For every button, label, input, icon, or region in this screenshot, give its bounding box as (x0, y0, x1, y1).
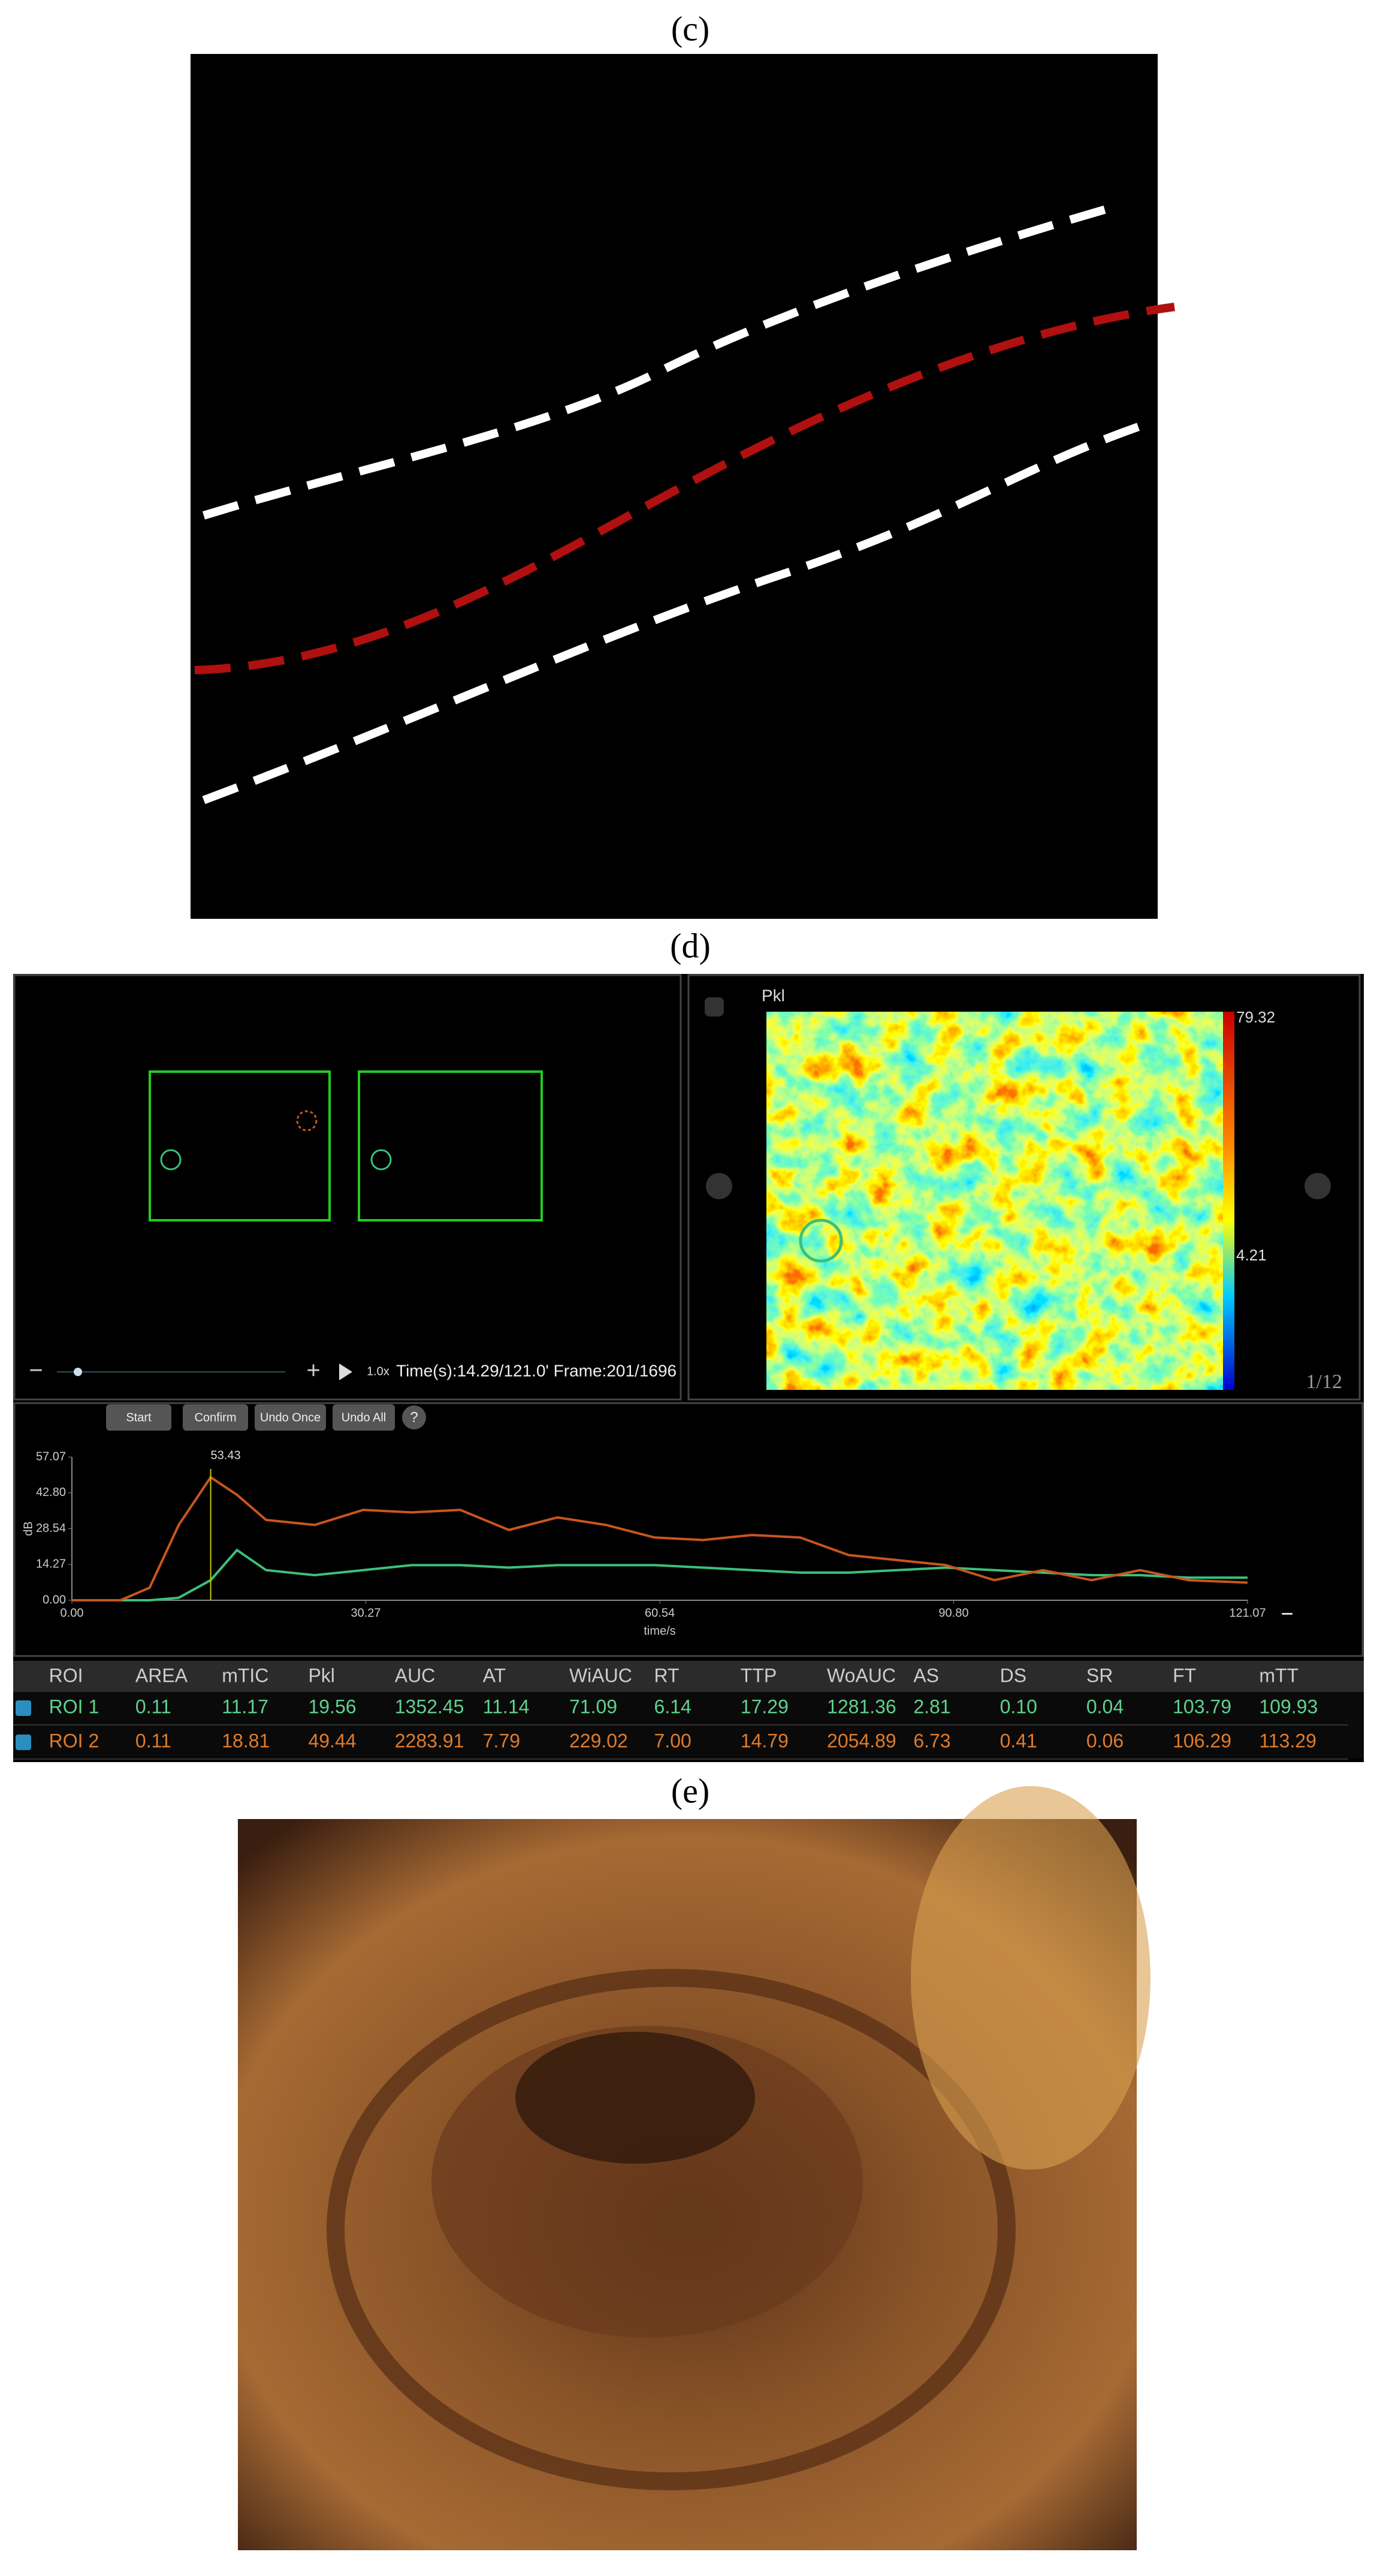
speed: 1.0x (367, 1365, 389, 1378)
playback-status: Time(s):14.29/121.0' Frame:201/1696 (396, 1361, 677, 1380)
table-cell: 71.09 (569, 1696, 617, 1717)
peak-label: 53.43 (211, 1449, 241, 1462)
y-tick-label: 57.07 (36, 1450, 66, 1463)
column-header: FT (1173, 1664, 1196, 1686)
table-cell: 1281.36 (827, 1696, 896, 1717)
table-cell: 0.11 (135, 1730, 171, 1751)
y-axis-label: dB (22, 1521, 35, 1536)
table-cell: 6.14 (654, 1696, 691, 1717)
table-cell: 0.41 (1000, 1730, 1037, 1751)
x-tick-label: 60.54 (645, 1606, 675, 1619)
table-cell: 14.79 (741, 1730, 789, 1751)
button-label[interactable]: Confirm (194, 1411, 236, 1424)
x-axis-label: time/s (644, 1624, 675, 1637)
tic-curve (72, 1476, 1248, 1601)
panel-label: (e) (671, 1771, 709, 1810)
table-cell: 19.56 (308, 1696, 356, 1717)
table-cell: 0.11 (135, 1696, 171, 1717)
next-button[interactable] (1304, 1173, 1331, 1199)
column-header: ROI (49, 1664, 83, 1686)
x-tick-label: 90.80 (938, 1606, 968, 1619)
map-title: Pkl (762, 986, 785, 1005)
header-bg (13, 1661, 1364, 1692)
colorbar-max: 79.32 (1236, 1008, 1275, 1026)
help-button[interactable] (402, 1405, 426, 1429)
page-indicator: 1/12 (1306, 1371, 1342, 1393)
zoom-in[interactable]: + (306, 1358, 320, 1384)
zoom-out[interactable]: − (29, 1358, 43, 1384)
software-window: − + 1.0x Time(s):14.29/121.0' Frame:201/… (13, 974, 1364, 1762)
table-cell: ROI 1 (49, 1696, 99, 1717)
column-header: DS (1000, 1664, 1026, 1686)
button-label[interactable]: Start (126, 1411, 152, 1424)
x-tick-label: 30.27 (351, 1606, 381, 1619)
panel-label: (d) (670, 926, 711, 965)
table-cell: 106.29 (1173, 1730, 1231, 1751)
table-cell: 0.04 (1086, 1696, 1124, 1717)
y-tick-label: 28.54 (36, 1522, 66, 1535)
tic-curve (72, 1548, 1248, 1601)
table-cell: 17.29 (741, 1696, 789, 1717)
button[interactable] (333, 1404, 395, 1431)
y-tick-label: 14.27 (36, 1558, 66, 1571)
table-cell: 11.14 (483, 1696, 530, 1717)
table-cell: 7.79 (483, 1730, 520, 1751)
y-tick-label: 0.00 (43, 1593, 66, 1606)
column-header: WiAUC (569, 1664, 632, 1686)
table-cell: 49.44 (308, 1730, 356, 1751)
column-header: Pkl (308, 1664, 334, 1686)
table-cell: 103.79 (1173, 1696, 1231, 1717)
tic-chart: Start Confirm Undo Once Undo All ? 0.00 14.27 2… (22, 1404, 1294, 1637)
parameter-table: ROI AREA mTIC Pkl AUC AT WiAUC RT TTP WoAUC AS DS SR… (13, 1661, 1364, 1760)
table-cell: 18.81 (222, 1730, 270, 1751)
column-header: TTP (741, 1664, 777, 1686)
table-cell: 2283.91 (395, 1730, 464, 1751)
column-header: SR (1086, 1664, 1113, 1686)
button-label[interactable]: Undo All (342, 1411, 386, 1424)
table-cell: 2054.89 (827, 1730, 896, 1751)
column-header: mTIC (222, 1664, 268, 1686)
column-header: AS (913, 1664, 939, 1686)
table-cell: ROI 2 (49, 1730, 99, 1751)
checkbox[interactable] (16, 1735, 31, 1750)
ultrasound-image (191, 54, 1175, 919)
column-header: RT (654, 1664, 680, 1686)
button[interactable] (106, 1404, 171, 1431)
column-header: mTT (1259, 1664, 1299, 1686)
y-tick-label: 42.80 (36, 1486, 66, 1499)
button[interactable] (183, 1404, 248, 1431)
endoscopy-image (238, 1786, 1150, 2550)
checkbox[interactable] (16, 1700, 31, 1716)
table-cell: 6.73 (913, 1730, 950, 1751)
column-header: AREA (135, 1664, 188, 1686)
column-header: WoAUC (827, 1664, 896, 1686)
column-header: AUC (395, 1664, 436, 1686)
column-header: AT (483, 1664, 506, 1686)
table-cell: 0.10 (1000, 1696, 1037, 1717)
table-cell: 1352.45 (395, 1696, 464, 1717)
x-tick-label: 121.07 (1229, 1606, 1266, 1619)
button-label[interactable]: Undo Once (260, 1411, 321, 1424)
table-cell: 113.29 (1259, 1730, 1316, 1751)
button[interactable] (255, 1404, 326, 1431)
x-tick-label: 0.00 (61, 1606, 84, 1619)
table-cell: 109.93 (1259, 1696, 1318, 1717)
table-cell: 229.02 (569, 1730, 628, 1751)
colorbar-min: 4.21 (1236, 1246, 1267, 1264)
play-button[interactable] (339, 1364, 352, 1380)
zoom-out[interactable]: − (1281, 1601, 1293, 1626)
table-cell: 0.06 (1086, 1730, 1124, 1751)
table-cell: 7.00 (654, 1730, 691, 1751)
table-cell: 2.81 (913, 1696, 950, 1717)
prev-button[interactable] (706, 1173, 732, 1199)
help-label[interactable]: ? (410, 1409, 418, 1425)
table-cell: 11.17 (222, 1696, 268, 1717)
panel-label: (c) (671, 9, 709, 48)
grid-button[interactable] (705, 997, 724, 1016)
